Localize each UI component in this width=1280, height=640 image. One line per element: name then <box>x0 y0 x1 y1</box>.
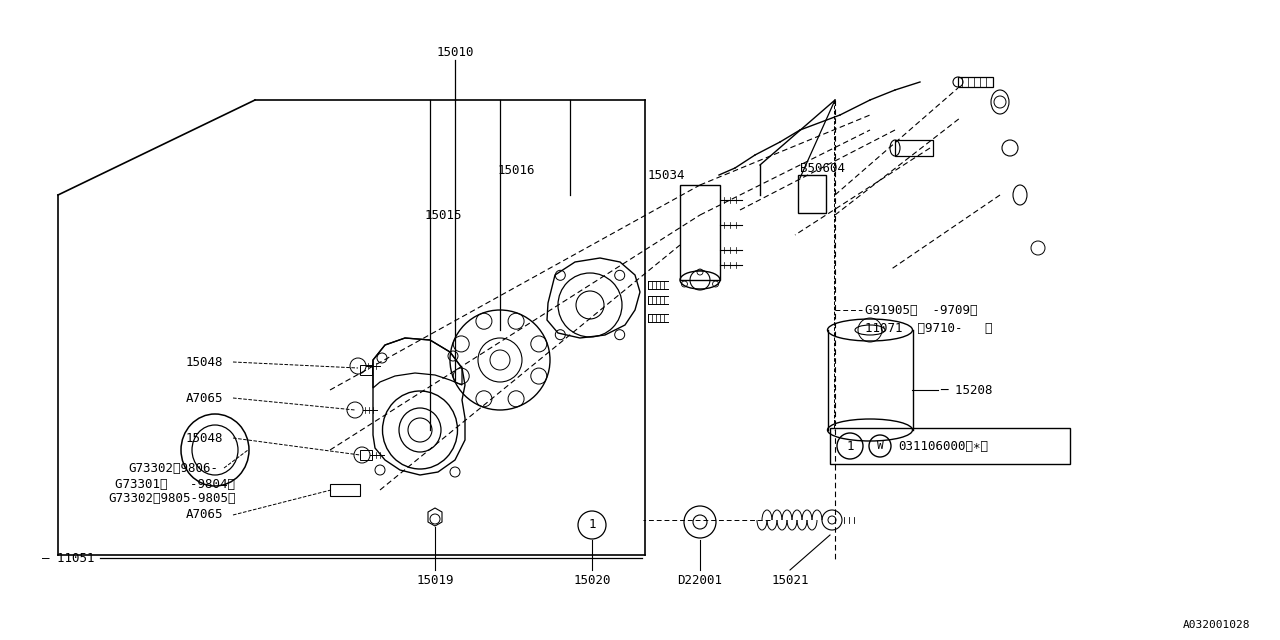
Text: — 11051: — 11051 <box>42 552 95 564</box>
Text: 15010: 15010 <box>436 45 474 58</box>
Bar <box>330 484 360 496</box>
Text: 1: 1 <box>846 440 854 452</box>
Bar <box>895 140 933 156</box>
Text: 15048: 15048 <box>186 431 224 445</box>
Bar <box>957 77 993 87</box>
Bar <box>797 175 826 213</box>
Text: 11071  （9710-   ）: 11071 （9710- ） <box>865 321 992 335</box>
Bar <box>829 428 1070 464</box>
Text: 15016: 15016 <box>498 163 535 177</box>
Text: 15015: 15015 <box>425 209 462 221</box>
Text: 15048: 15048 <box>186 355 224 369</box>
Text: D22001: D22001 <box>677 573 722 586</box>
Text: A032001028: A032001028 <box>1183 620 1251 630</box>
Text: 031106000（∗）: 031106000（∗） <box>899 440 988 452</box>
Text: ─ 15208: ─ 15208 <box>940 383 992 397</box>
Bar <box>680 185 721 280</box>
Bar <box>360 365 372 375</box>
Text: 15020: 15020 <box>573 573 611 586</box>
Text: G73302（9805-9805）: G73302（9805-9805） <box>108 492 236 504</box>
Text: 15021: 15021 <box>772 573 809 586</box>
Bar <box>360 450 372 460</box>
Text: G73302（9806-: G73302（9806- <box>128 461 218 474</box>
Text: A7065: A7065 <box>186 509 224 522</box>
Text: G91905（  -9709）: G91905（ -9709） <box>865 303 978 317</box>
Text: B50604: B50604 <box>800 161 845 175</box>
Text: W: W <box>877 441 883 451</box>
Text: G73301（   -9804）: G73301（ -9804） <box>115 477 236 490</box>
Text: A7065: A7065 <box>186 392 224 404</box>
Text: 15019: 15019 <box>416 573 453 586</box>
Text: 15034: 15034 <box>648 168 686 182</box>
Text: 1: 1 <box>589 518 595 531</box>
